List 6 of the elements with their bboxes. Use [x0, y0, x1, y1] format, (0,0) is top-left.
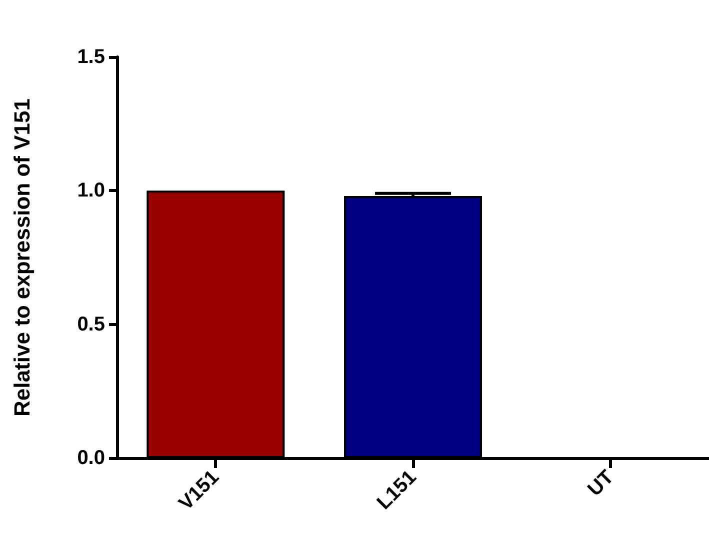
y-tick-label: 1.0 — [77, 180, 105, 202]
y-tick-label: 0.0 — [77, 447, 105, 469]
y-tick-label: 1.5 — [77, 46, 105, 68]
y-tick-label: 0.5 — [77, 313, 105, 336]
x-tick-label: UT — [584, 466, 618, 501]
y-axis-title: Relative to expression of V151 — [10, 98, 34, 416]
